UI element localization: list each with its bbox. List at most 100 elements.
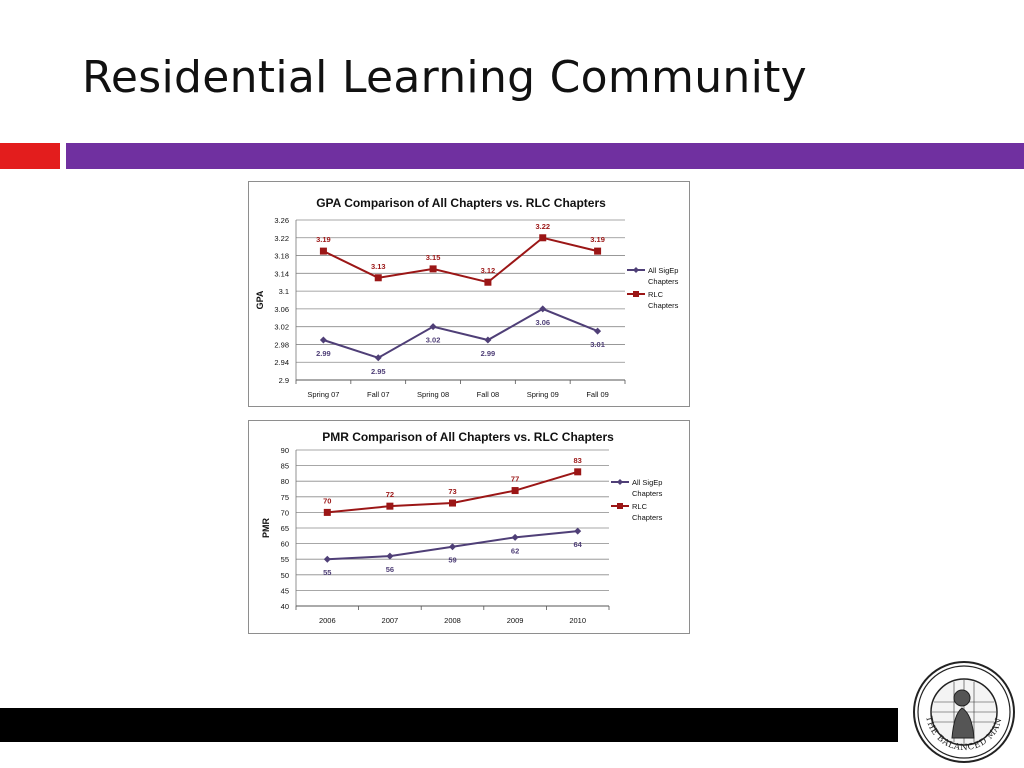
data-point [374, 354, 382, 362]
data-point [323, 508, 331, 516]
data-label: 77 [511, 475, 519, 484]
gpa-chart-canvas: GPA Comparison of All Chapters vs. RLC C… [255, 196, 679, 399]
data-label: 3.19 [590, 235, 605, 244]
data-point [319, 336, 327, 344]
y-tick-label: 75 [281, 493, 289, 502]
y-tick-label: 3.02 [274, 323, 289, 332]
data-label: 3.19 [316, 235, 331, 244]
data-point [574, 527, 582, 535]
data-point [511, 533, 519, 541]
y-tick-label: 60 [281, 540, 289, 549]
data-point [449, 543, 456, 551]
data-label: 73 [448, 487, 456, 496]
x-tick-label: 2008 [444, 616, 461, 625]
y-tick-label: 70 [281, 508, 289, 517]
pmr-chart: PMR Comparison of All Chapters vs. RLC C… [248, 420, 690, 634]
y-tick-label: 40 [281, 602, 289, 611]
data-label: 56 [386, 565, 394, 574]
chart-title: PMR Comparison of All Chapters vs. RLC C… [322, 430, 614, 444]
balanced-man-seal-logo: THE BALANCED MAN [913, 661, 1015, 763]
x-tick-label: Fall 08 [477, 390, 500, 399]
data-point [386, 502, 394, 510]
data-label: 59 [448, 556, 456, 565]
data-point [574, 468, 582, 476]
legend-marker [617, 479, 623, 485]
series-line [323, 307, 598, 359]
legend-label: Chapters [632, 513, 663, 522]
data-point [594, 247, 602, 255]
legend-label: Chapters [632, 489, 663, 498]
data-point [323, 555, 331, 563]
gpa-chart: GPA Comparison of All Chapters vs. RLC C… [248, 181, 690, 407]
data-label: 64 [574, 540, 583, 549]
data-label: 2.99 [481, 349, 496, 358]
data-point [429, 265, 437, 273]
data-point [539, 305, 547, 313]
y-tick-label: 3.26 [274, 216, 289, 225]
data-label: 3.12 [481, 266, 496, 275]
legend-marker [617, 503, 623, 509]
data-point [429, 323, 437, 331]
data-label: 3.01 [590, 340, 605, 349]
pmr-chart-canvas: PMR Comparison of All Chapters vs. RLC C… [261, 430, 663, 625]
data-point [374, 274, 382, 282]
data-label: 62 [511, 546, 519, 555]
legend-marker [633, 291, 639, 297]
x-tick-label: 2010 [569, 616, 586, 625]
series-line [322, 236, 598, 284]
y-tick-label: 80 [281, 477, 289, 486]
data-label: 3.22 [535, 222, 550, 231]
data-label: 72 [386, 490, 394, 499]
y-tick-label: 90 [281, 446, 289, 455]
y-tick-label: 65 [281, 524, 289, 533]
data-label: 2.95 [371, 367, 386, 376]
y-tick-label: 3.1 [279, 287, 289, 296]
data-label: 70 [323, 496, 331, 505]
y-tick-label: 3.06 [274, 305, 289, 314]
legend-label: Chapters [648, 301, 679, 310]
data-point [539, 234, 547, 242]
legend-label: All SigEp [632, 478, 662, 487]
legend-label: RLC [632, 502, 648, 511]
x-tick-label: Fall 09 [586, 390, 609, 399]
x-tick-label: Spring 07 [307, 390, 339, 399]
data-point [449, 499, 456, 507]
data-label: 2.99 [316, 349, 331, 358]
x-tick-label: Fall 07 [367, 390, 390, 399]
y-tick-label: 45 [281, 586, 289, 595]
y-tick-label: 2.9 [279, 376, 289, 385]
y-tick-label: 2.98 [274, 340, 289, 349]
y-axis-label: PMR [261, 518, 271, 539]
data-point [484, 278, 492, 286]
accent-bar-purple [66, 143, 1024, 169]
x-tick-label: Spring 09 [527, 390, 559, 399]
x-tick-label: 2007 [382, 616, 399, 625]
legend-label: Chapters [648, 277, 679, 286]
slide-title: Residential Learning Community [82, 52, 808, 103]
y-tick-label: 2.94 [274, 358, 289, 367]
data-label: 83 [574, 456, 582, 465]
y-tick-label: 3.14 [274, 269, 289, 278]
data-point [319, 247, 327, 255]
data-point [386, 552, 394, 560]
legend-label: All SigEp [648, 266, 678, 275]
data-label: 3.15 [426, 253, 441, 262]
y-tick-label: 3.22 [274, 234, 289, 243]
y-axis-label: GPA [255, 290, 265, 309]
data-label: 3.02 [426, 336, 441, 345]
y-tick-label: 55 [281, 555, 289, 564]
accent-bar-red [0, 143, 60, 169]
data-label: 3.13 [371, 262, 386, 271]
data-point [511, 487, 519, 495]
data-point [594, 327, 602, 335]
y-tick-label: 50 [281, 571, 289, 580]
legend-marker [633, 267, 639, 273]
chart-title: GPA Comparison of All Chapters vs. RLC C… [316, 196, 606, 210]
data-label: 55 [323, 568, 331, 577]
x-tick-label: 2006 [319, 616, 336, 625]
footer-bar [0, 708, 898, 742]
data-point [484, 336, 492, 344]
data-label: 3.06 [535, 318, 550, 327]
y-tick-label: 3.18 [274, 252, 289, 261]
legend-label: RLC [648, 290, 664, 299]
